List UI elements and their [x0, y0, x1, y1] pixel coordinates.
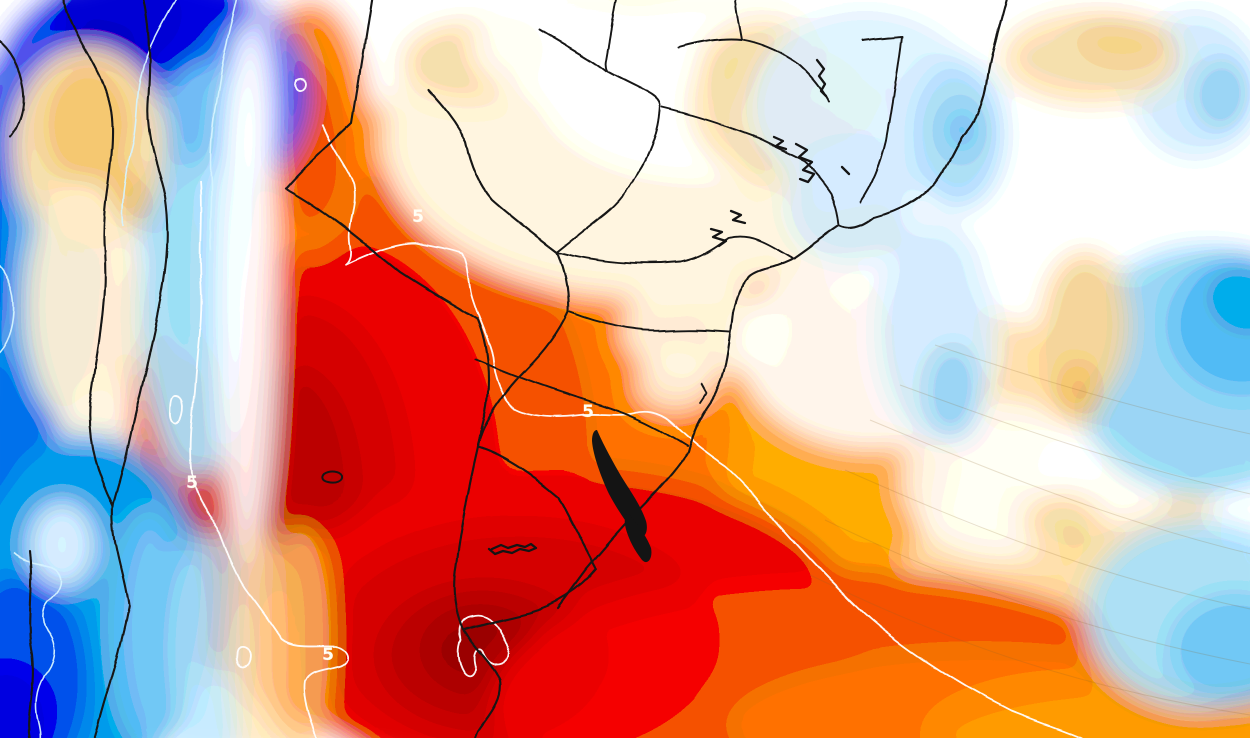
- reservoir-squiggle: [840, 165, 851, 176]
- contour-loop-plata: [457, 613, 510, 678]
- cold-contour-lines: [0, 0, 238, 738]
- border-uruguay-river: [476, 310, 570, 449]
- border-paraguay-north: [283, 0, 373, 190]
- mar-chiquita-lake: [321, 470, 344, 484]
- rincon-reservoir: [487, 542, 538, 556]
- reservoir-squiggle: [772, 135, 788, 151]
- faint-contour-band-lines: [809, 344, 1250, 716]
- border-pr-sp: [556, 235, 792, 265]
- contour-5-andes: [189, 181, 348, 738]
- contour-label: 5: [582, 402, 594, 422]
- contour-labels: 5 5 5 5: [186, 207, 594, 666]
- border-ms-sp: [539, 29, 661, 253]
- reservoir-squiggle: [794, 142, 816, 184]
- border-rs-sc: [474, 359, 688, 447]
- coastline-brazil: [556, 0, 1008, 610]
- contour-label: 5: [322, 645, 334, 665]
- cold-contour: [121, 0, 177, 227]
- lakes: [321, 58, 851, 563]
- contour-5-main: [321, 124, 1084, 738]
- border-andes-west: [62, 0, 115, 508]
- coastline-chile-north: [0, 39, 26, 140]
- contour-loop-small: [170, 395, 185, 425]
- border-mg-es: [859, 35, 903, 203]
- mirim-lagoon: [624, 513, 652, 563]
- contour-label: 5: [412, 207, 424, 227]
- florianopolis-island: [700, 383, 708, 403]
- reservoir-squiggle: [815, 58, 828, 98]
- cold-contour: [0, 265, 15, 354]
- patos-lagoon: [592, 430, 647, 537]
- border-sc-pr: [569, 311, 731, 332]
- coastline-argentina-plata: [461, 627, 502, 738]
- border-stub-north: [604, 0, 618, 73]
- border-uruguay-outline: [453, 445, 598, 631]
- border-andes-east: [92, 0, 169, 738]
- border-paraguay-argentina: [283, 186, 479, 321]
- reservoir-squiggle: [729, 209, 747, 225]
- warm-contour-lines: [170, 77, 1084, 738]
- contour-loop-small: [234, 646, 251, 669]
- reservoir-squiggle: [709, 227, 728, 248]
- political-borders: [0, 0, 1008, 738]
- cold-contour: [209, 0, 238, 253]
- contour-loop-small: [295, 77, 308, 92]
- border-go-mg: [679, 0, 830, 103]
- cold-contour: [12, 552, 62, 738]
- border-paraguay-river: [426, 88, 570, 314]
- contour-label: 5: [186, 473, 198, 493]
- coastline-chile-south: [27, 550, 34, 738]
